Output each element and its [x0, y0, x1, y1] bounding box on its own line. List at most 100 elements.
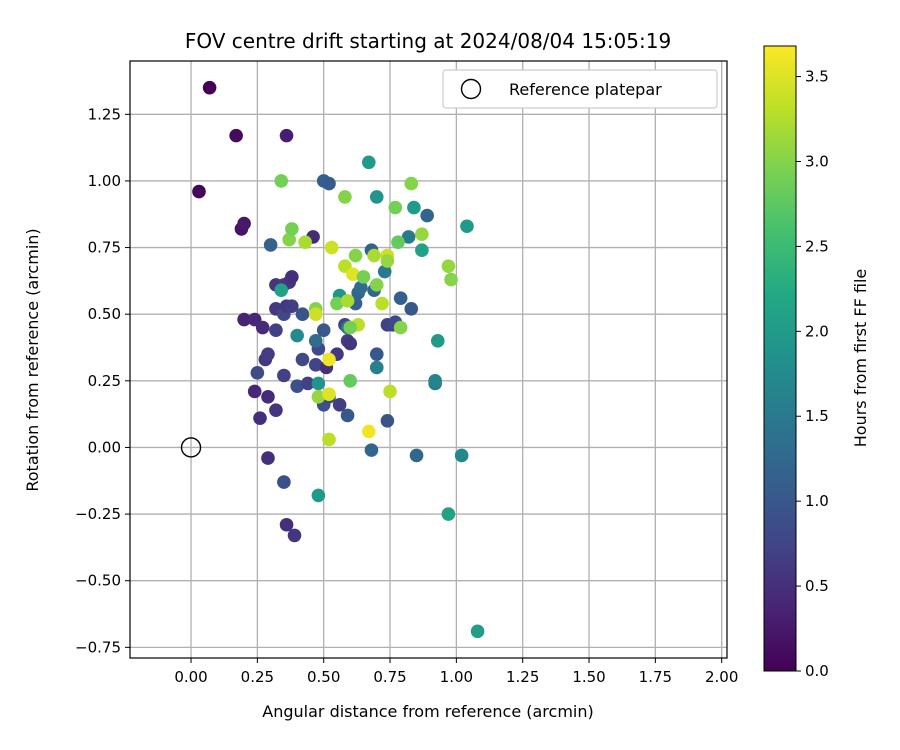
data-point [287, 528, 302, 543]
data-point [229, 128, 243, 143]
data-point [407, 200, 421, 215]
data-point [441, 259, 456, 274]
data-point [295, 307, 310, 321]
data-point [346, 267, 360, 282]
data-point [255, 320, 270, 335]
data-point [380, 254, 395, 268]
data-point [401, 230, 416, 244]
data-point [441, 507, 456, 521]
data-point [247, 384, 262, 399]
data-point [343, 320, 358, 335]
colorbar-tick-label: 3.0 [805, 152, 829, 170]
data-point [290, 379, 304, 393]
y-axis-label: Rotation from reference (arcmin) [23, 228, 42, 491]
data-point [250, 366, 265, 380]
data-point [380, 413, 395, 428]
data-point [311, 390, 326, 404]
data-point [377, 264, 392, 279]
data-point [367, 248, 381, 263]
data-point [277, 475, 291, 489]
y-tick-label: 1.25 [88, 105, 121, 123]
y-tick-label: −0.75 [75, 638, 121, 656]
y-axis-ticks: −0.75 −0.50 −0.25 0.00 0.25 0.50 0.75 1.00 1.25 [75, 105, 130, 656]
colorbar-tick-label: 3.5 [805, 68, 829, 86]
data-point [388, 200, 403, 215]
y-tick-label: −0.25 [75, 505, 121, 523]
data-point [364, 443, 379, 457]
data-point [279, 517, 294, 532]
data-point [338, 190, 352, 204]
colorbar-ticks: 0.0 0.5 1.0 1.5 2.0 2.5 3.0 3.5 [796, 68, 829, 680]
data-point [277, 368, 291, 383]
data-point [348, 248, 363, 263]
data-point [369, 278, 384, 292]
plot-frame [129, 60, 728, 659]
grid-lines [130, 61, 727, 658]
data-point [316, 323, 331, 337]
data-point [202, 80, 217, 95]
data-point [261, 390, 275, 404]
data-point [253, 411, 267, 425]
data-point [393, 291, 408, 306]
data-point [369, 360, 384, 375]
x-tick-label: 0.25 [241, 668, 274, 686]
chart-title: FOV centre drift starting at 2024/08/04 … [185, 29, 671, 53]
data-point [444, 272, 458, 287]
legend-marker-icon [460, 78, 482, 100]
data-point [308, 307, 323, 321]
data-point [290, 328, 304, 343]
data-point [415, 243, 429, 258]
data-point [308, 334, 323, 348]
legend-entry-reference: Reference platepar [509, 80, 662, 99]
data-point [279, 128, 294, 143]
data-point [369, 347, 384, 361]
legend-box [442, 69, 718, 109]
data-point [343, 374, 358, 388]
y-tick-label: 0.00 [88, 438, 121, 456]
data-point [340, 408, 355, 423]
colorbar-tick-label: 0.5 [805, 577, 829, 595]
data-point [428, 374, 442, 388]
colorbar: 0.0 0.5 1.0 1.5 2.0 2.5 3.0 3.5 Hours from firs… [763, 45, 870, 680]
data-point [356, 270, 371, 284]
colorbar-tick-label: 2.5 [805, 237, 829, 255]
data-point [269, 403, 283, 417]
x-tick-label: 1.50 [572, 668, 605, 686]
data-point [282, 232, 297, 247]
data-point [237, 312, 251, 327]
y-tick-label: 1.00 [88, 172, 121, 190]
data-point [343, 336, 358, 351]
data-point [362, 155, 376, 170]
colorbar-tick-label: 0.0 [805, 662, 829, 680]
colorbar-tick-label: 1.0 [805, 492, 829, 510]
x-tick-label: 1.25 [506, 668, 539, 686]
data-point [285, 222, 299, 236]
data-point [393, 320, 408, 335]
data-point [470, 624, 485, 639]
data-point [391, 235, 405, 250]
data-point [285, 270, 299, 284]
data-point [274, 283, 289, 298]
data-point [274, 174, 289, 188]
data-point [285, 299, 299, 313]
data-point [340, 294, 355, 308]
data-point [362, 424, 376, 439]
data-point [322, 432, 336, 447]
data-point [308, 358, 323, 372]
reference-marker-group [180, 437, 202, 458]
data-point [420, 208, 434, 223]
y-tick-label: −0.50 [75, 572, 121, 590]
x-axis-ticks: 0.00 0.25 0.50 0.75 1.00 1.25 1.50 1.75 2.00 [174, 658, 738, 686]
data-point [298, 235, 312, 250]
data-point [404, 302, 419, 316]
data-point [261, 451, 275, 465]
data-point [300, 376, 315, 391]
data-point [415, 227, 429, 242]
y-tick-label: 0.50 [88, 305, 121, 323]
y-tick-label: 0.25 [88, 372, 121, 390]
data-point [324, 240, 339, 255]
data-point [409, 448, 424, 463]
data-point [322, 387, 336, 401]
data-point [354, 280, 368, 295]
